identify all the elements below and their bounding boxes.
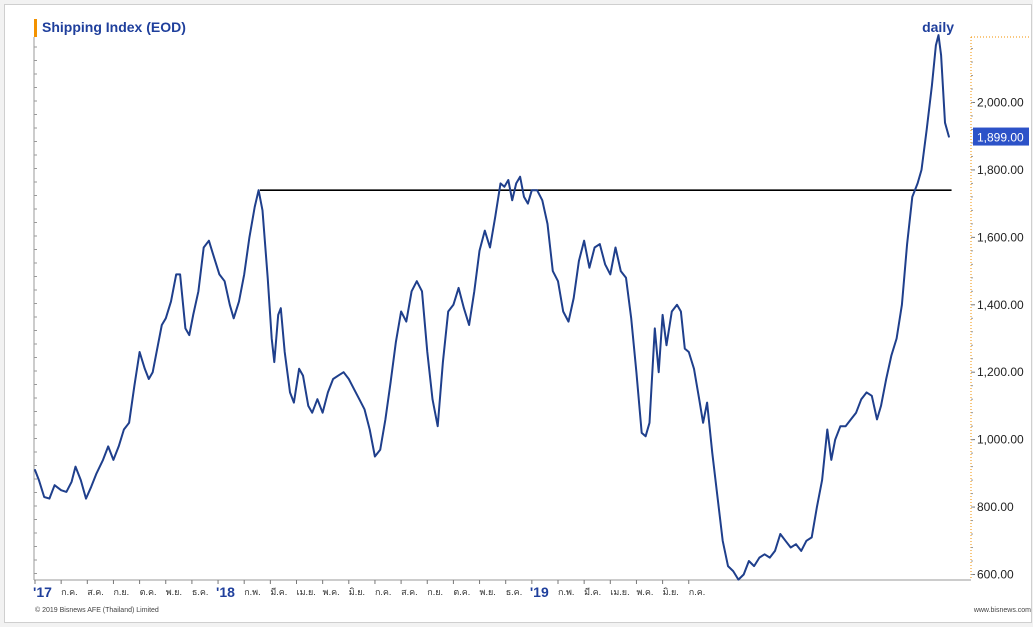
x-tick-label: ก.พ. xyxy=(558,587,574,597)
series-line xyxy=(34,34,950,581)
x-tick-label: ก.ย. xyxy=(427,587,443,597)
x-tick-label: '19 xyxy=(530,584,549,600)
x-tick-label: ก.ค. xyxy=(689,587,705,597)
x-tick-label: ก.พ. xyxy=(244,587,260,597)
copyright-text: © 2019 Bisnews AFE (Thailand) Limited xyxy=(35,607,159,614)
x-tick-label: '18 xyxy=(216,584,235,600)
y-tick-label: 600.00 xyxy=(977,568,1014,582)
x-tick-label: ต.ค. xyxy=(140,587,157,597)
x-tick-label: ธ.ค. xyxy=(506,587,523,597)
x-tick-label: ส.ค. xyxy=(401,587,418,597)
line-chart: 600.00 800.00 1,000.00 1,200.00 1,400.00 1,60… xyxy=(33,34,1031,600)
x-tick-label: ก.ค. xyxy=(61,587,77,597)
chart-title: Shipping Index (EOD) xyxy=(42,19,186,35)
x-tick-label: ก.ย. xyxy=(113,587,129,597)
chart-frame: Shipping Index (EOD) daily 600.00 800.00 1… xyxy=(4,4,1032,623)
website-text: www.bisnews.com xyxy=(973,607,1031,614)
x-tick-label: ส.ค. xyxy=(87,587,104,597)
y-tick-label: 2,000.00 xyxy=(977,96,1024,110)
y-tick-label: 1,000.00 xyxy=(977,433,1024,447)
x-tick-label: ก.ค. xyxy=(375,587,391,597)
x-tick-label: เม.ย. xyxy=(610,587,629,597)
title-accent-bar xyxy=(34,19,37,37)
x-tick-label: ธ.ค. xyxy=(192,587,209,597)
x-tick-label: มี.ค. xyxy=(584,587,601,597)
x-tick-label: พ.ค. xyxy=(636,587,653,597)
x-tick-label: พ.ค. xyxy=(323,587,340,597)
x-tick-label: ต.ค. xyxy=(453,587,470,597)
x-tick-label: พ.ย. xyxy=(480,587,496,597)
y-tick-label: 1,600.00 xyxy=(977,230,1024,244)
x-tick-label: เม.ย. xyxy=(297,587,316,597)
y-tick-label: 1,200.00 xyxy=(977,365,1024,379)
last-value-badge xyxy=(973,127,1029,146)
x-tick-label: พ.ย. xyxy=(166,587,182,597)
x-tick-label: มิ.ย. xyxy=(349,587,365,597)
y-tick-label: 1,400.00 xyxy=(977,298,1024,312)
x-tick-label: มิ.ย. xyxy=(663,587,679,597)
chart-period: daily xyxy=(922,19,954,35)
x-tick-label: มี.ค. xyxy=(270,587,287,597)
x-tick-label: '17 xyxy=(33,584,52,600)
y-tick-label: 1,800.00 xyxy=(977,163,1024,177)
y-tick-label: 800.00 xyxy=(977,500,1014,514)
last-value-label: 1,899.00 xyxy=(977,131,1024,145)
